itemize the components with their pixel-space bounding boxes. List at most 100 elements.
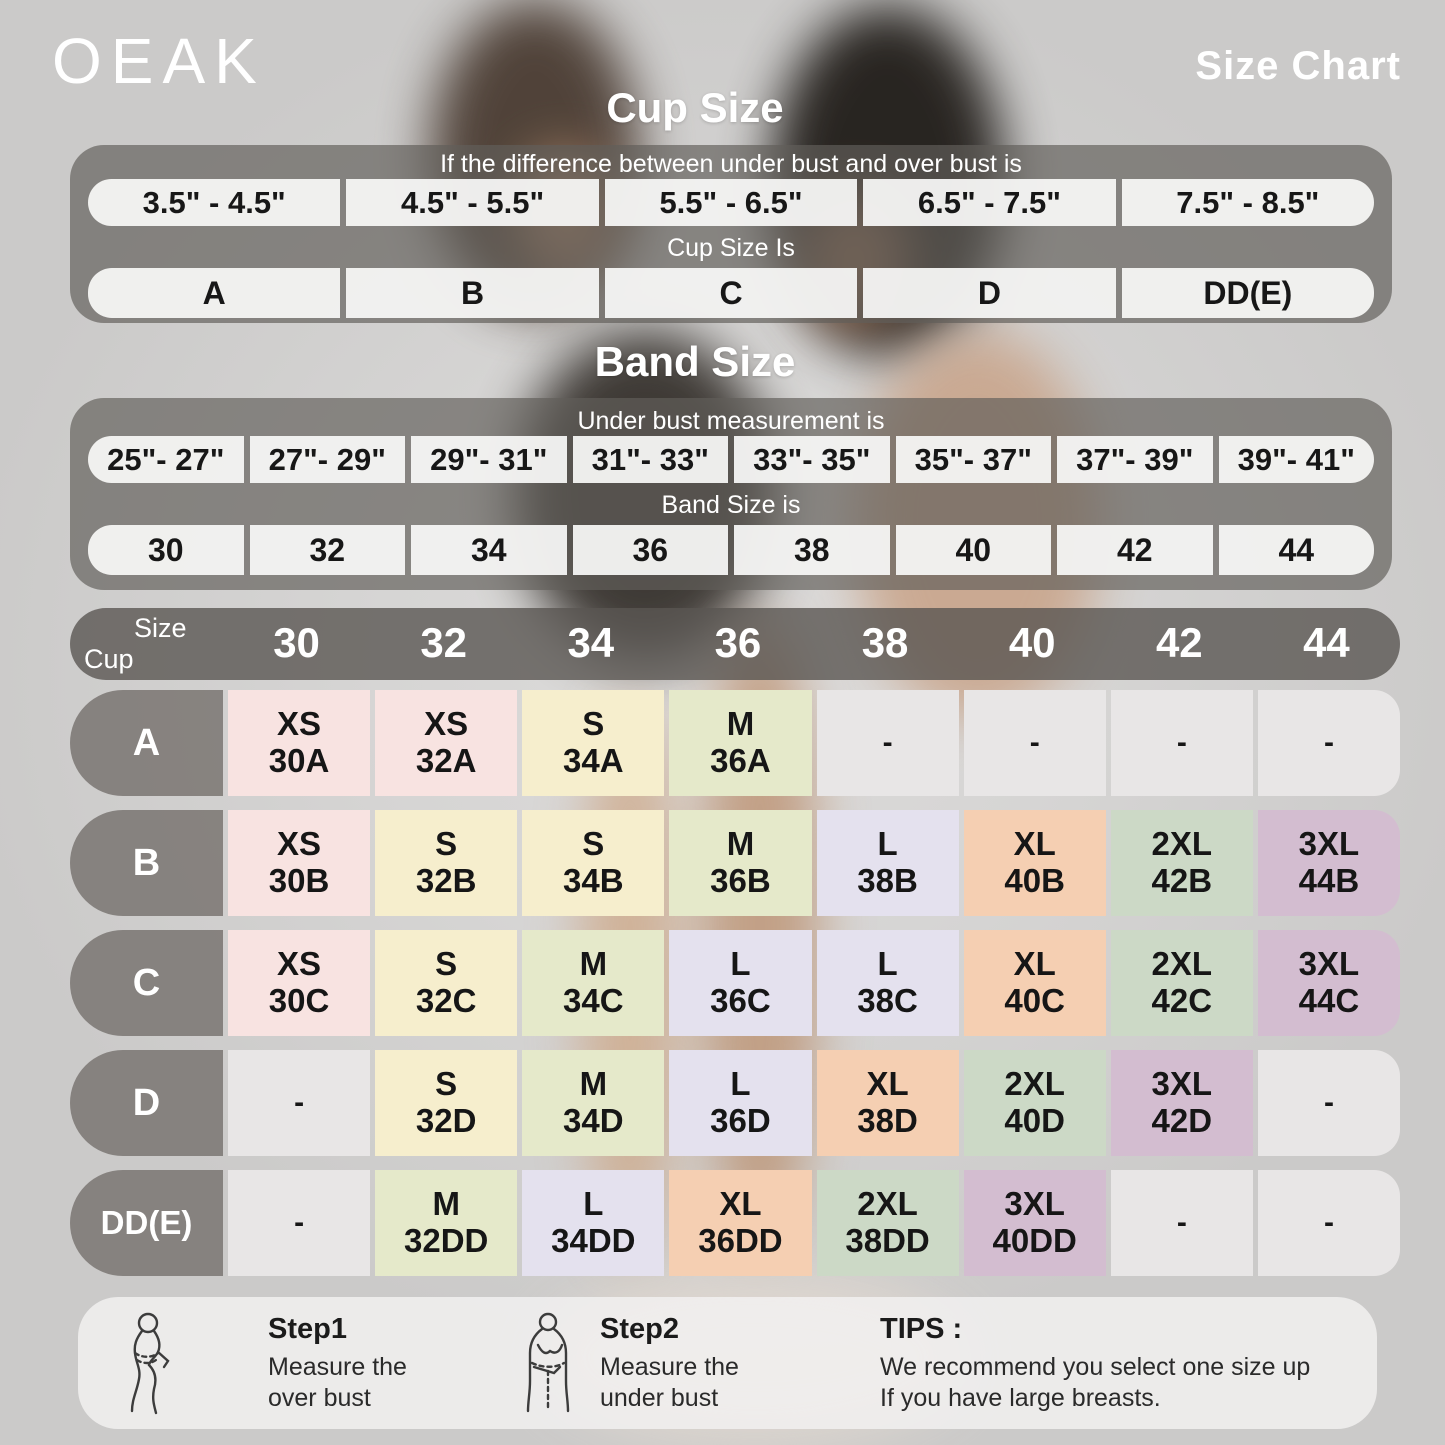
cup-size-title: Cup Size	[606, 84, 784, 131]
size-matrix: A XS 30A XS 32A S 34A M 36A - - - - B XS 30B S 32B S 34B M 36…	[70, 690, 1400, 1276]
cell-size-label: XL	[719, 1185, 762, 1223]
cell-code-label: 42B	[1151, 862, 1213, 899]
cell-code-label: 30B	[268, 862, 330, 899]
band-value-pill: 42	[1057, 525, 1213, 575]
size-cell: 3XL 42D	[1110, 1050, 1253, 1156]
cup-range-pill: 7.5" - 8.5"	[1121, 179, 1375, 226]
step1-title: Step1	[268, 1313, 347, 1345]
cup-value-pill: A	[88, 268, 341, 318]
cell-size-label: L	[877, 825, 898, 863]
cell-size-label: M	[726, 705, 755, 743]
cup-range-pill: 5.5" - 6.5"	[604, 179, 858, 226]
size-cell: 3XL 44B	[1257, 810, 1400, 916]
empty-cell-dash: -	[294, 1086, 305, 1120]
cell-size-label: XL	[1013, 945, 1056, 983]
size-cell: L 36D	[669, 1050, 812, 1156]
matrix-column-headers: 30 32 34 36 38 40 42 44	[223, 608, 1400, 680]
size-cell: -	[963, 690, 1106, 796]
cell-code-label: 32B	[415, 862, 477, 899]
size-cell: L 38C	[816, 930, 959, 1036]
matrix-column-header: 38	[861, 619, 909, 666]
matrix-row: D - S 32D M 34D L 36D XL 38D 2XL 40D 3XL 42D -	[70, 1050, 1400, 1156]
size-cell: XL 40C	[963, 930, 1106, 1036]
matrix-row: DD(E) - M 32DD L 34DD XL 36DD 2XL 38DD 3XL 40DD - -	[70, 1170, 1400, 1276]
cell-code-label: 38D	[857, 1102, 918, 1139]
cell-code-label: 30C	[268, 982, 330, 1019]
cell-size-label: M	[579, 945, 608, 983]
cup-value-row: A B C D DD(E)	[88, 268, 1375, 318]
size-cell: XS 32A	[375, 690, 518, 796]
measure-under-bust-icon	[526, 1312, 570, 1413]
empty-cell-dash: -	[1176, 1206, 1187, 1240]
size-cell: L 36C	[669, 930, 812, 1036]
step1-line2: over bust	[268, 1383, 371, 1412]
tips-line2: If you have large breasts.	[880, 1383, 1161, 1412]
size-cell: -	[1257, 690, 1400, 796]
band-value-pill: 36	[572, 525, 728, 575]
cell-code-label: 34A	[563, 742, 624, 779]
band-result-label: Band Size is	[661, 491, 801, 519]
matrix-row-label: A	[70, 690, 223, 796]
cell-code-label: 32D	[415, 1102, 477, 1139]
empty-cell-dash: -	[1323, 1086, 1334, 1120]
size-cell: XS 30A	[228, 690, 371, 796]
size-cell: M 36B	[669, 810, 812, 916]
cup-size-panel: If the difference between under bust and…	[70, 145, 1392, 323]
size-cell: S 32C	[375, 930, 518, 1036]
empty-cell-dash: -	[1176, 726, 1187, 760]
size-cell: 3XL 40DD	[963, 1170, 1106, 1276]
cup-range-row: 3.5" - 4.5" 4.5" - 5.5" 5.5" - 6.5" 6.5" - …	[88, 179, 1375, 226]
step1-line1: Measure the	[268, 1353, 407, 1381]
size-cell: XS 30C	[228, 930, 371, 1036]
cup-result-label: Cup Size Is	[667, 234, 795, 262]
band-range-pill: 33"- 35"	[734, 436, 890, 483]
cell-code-label: 32C	[415, 982, 477, 1019]
size-cell: S 32B	[375, 810, 518, 916]
matrix-row-label: B	[70, 810, 223, 916]
band-value-pill: 40	[895, 525, 1051, 575]
band-range-pill: 35"- 37"	[895, 436, 1051, 483]
cell-code-label: 38DD	[845, 1222, 930, 1259]
measure-over-bust-icon	[130, 1312, 170, 1415]
cup-value-pill: C	[604, 268, 858, 318]
size-cell: M 32DD	[375, 1170, 518, 1276]
cell-size-label: S	[435, 945, 458, 983]
tips-title: TIPS :	[880, 1313, 963, 1345]
matrix-row-label: D	[70, 1050, 223, 1156]
tips-line1: We recommend you select one size up	[880, 1353, 1311, 1381]
size-cell: XL 38D	[816, 1050, 959, 1156]
size-cell: -	[1110, 690, 1253, 796]
cell-code-label: 42C	[1151, 982, 1213, 1019]
cup-range-pill: 4.5" - 5.5"	[346, 179, 599, 226]
cell-code-label: 38B	[857, 862, 918, 899]
cell-size-label: XL	[866, 1065, 909, 1103]
size-cell: 2XL 42C	[1110, 930, 1253, 1036]
matrix-header: Size Cup 30 32 34 36 38 40 42 44	[70, 608, 1400, 680]
cell-size-label: 3XL	[1298, 825, 1360, 863]
matrix-column-header: 40	[1008, 619, 1056, 666]
size-cell: -	[1257, 1050, 1400, 1156]
cell-code-label: 44C	[1298, 982, 1360, 1019]
size-cell: XS 30B	[228, 810, 371, 916]
size-cell: S 34B	[522, 810, 665, 916]
size-cell: -	[228, 1170, 371, 1276]
size-cell: XL 40B	[963, 810, 1106, 916]
corner-size-label: Size	[134, 613, 187, 643]
footer-bar: Step1 Measure the over bust Step2 Measur…	[78, 1297, 1377, 1429]
cell-code-label: 34D	[563, 1102, 624, 1139]
cell-size-label: S	[582, 705, 605, 743]
cell-size-label: 2XL	[1151, 825, 1213, 863]
matrix-row: C XS 30C S 32C M 34C L 36C L 38C XL 40C 2XL 42C 3XL 44C	[70, 930, 1400, 1036]
cell-code-label: 36B	[710, 862, 771, 899]
cell-size-label: L	[583, 1185, 604, 1223]
cell-size-label: 2XL	[1004, 1065, 1065, 1103]
band-value-pill: 44	[1218, 525, 1374, 575]
cell-size-label: XL	[1013, 825, 1056, 863]
cell-size-label: 2XL	[857, 1185, 918, 1223]
brand-logo: OEAK	[52, 25, 266, 97]
band-value-row: 30 32 34 36 38 40 42 44	[88, 525, 1374, 575]
band-range-pill: 37"- 39"	[1057, 436, 1213, 483]
empty-cell-dash: -	[294, 1206, 305, 1240]
empty-cell-dash: -	[1029, 726, 1040, 760]
